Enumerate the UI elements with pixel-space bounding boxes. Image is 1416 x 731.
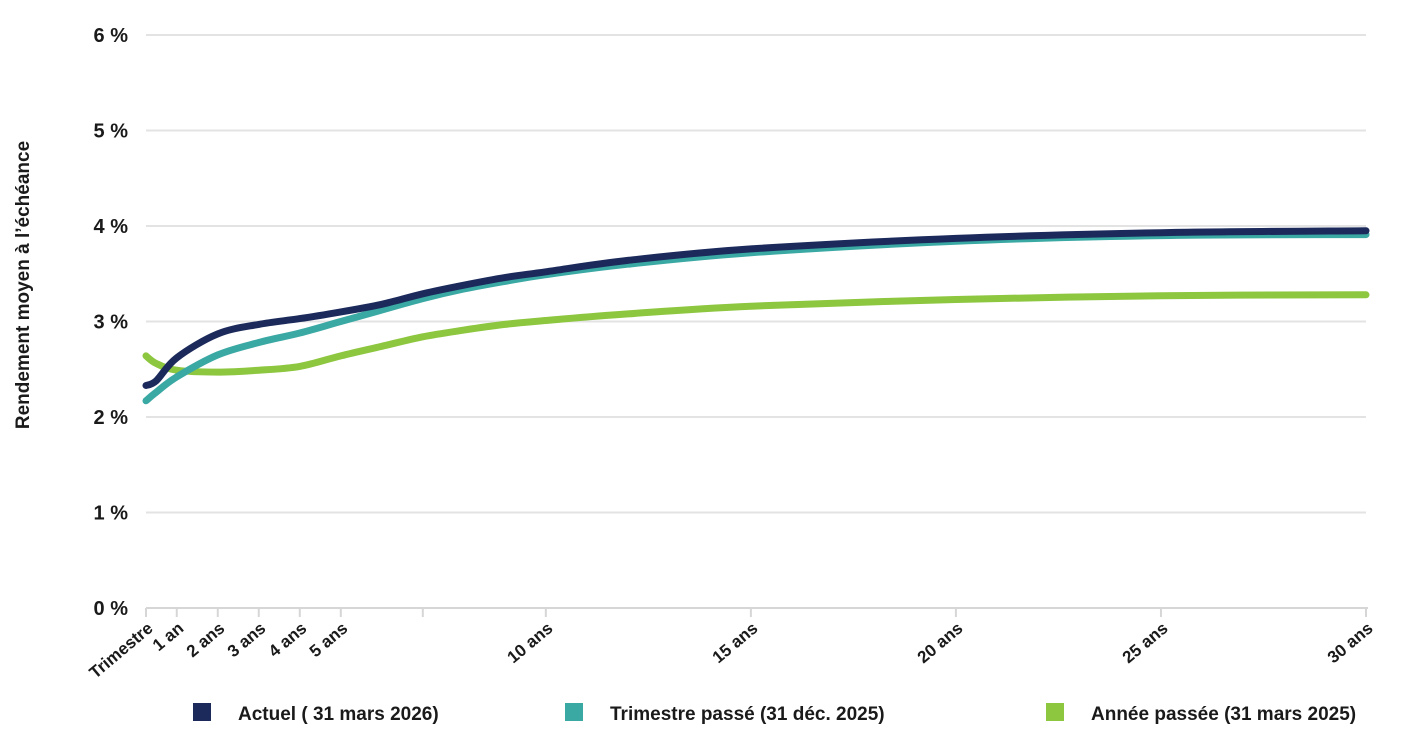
x-tick-label: Trimestre	[86, 619, 157, 683]
x-tick-label: 2 ans	[183, 619, 229, 662]
series-line-2	[142, 291, 1370, 376]
legend-swatch	[565, 703, 583, 721]
y-tick-label: 1 %	[94, 503, 129, 525]
x-tick-label: 3 ans	[224, 619, 270, 662]
x-tick-label: 5 ans	[306, 619, 352, 662]
y-axis-label: Rendement moyen à l’échéance	[13, 141, 34, 429]
x-tick-label: 4 ans	[265, 619, 311, 662]
legend-swatch	[1046, 703, 1064, 721]
x-tick-label: 30 ans	[1324, 619, 1377, 668]
legend-item: Année passée (31 mars 2025)	[1046, 703, 1356, 725]
y-tick-label: 6 %	[94, 25, 129, 47]
x-tick-label: 15 ans	[709, 619, 762, 668]
y-tick-label: 4 %	[94, 216, 129, 238]
legend-swatch	[193, 703, 211, 721]
series-line-0	[142, 227, 1370, 389]
y-tick-labels: 0 % 1 % 2 % 3 % 4 % 5 % 6 %	[94, 25, 129, 620]
x-tick-label: 25 ans	[1119, 619, 1172, 668]
x-tick-label: 10 ans	[504, 619, 557, 668]
legend-label: Actuel ( 31 mars 2026)	[238, 704, 439, 725]
legend-label: Trimestre passé (31 déc. 2025)	[610, 704, 885, 725]
x-tick-label: 1 an	[149, 619, 187, 655]
series-line-1	[142, 231, 1370, 405]
grid-lines	[146, 34, 1366, 514]
legend-item: Trimestre passé (31 déc. 2025)	[565, 703, 885, 725]
y-tick-label: 3 %	[94, 312, 129, 334]
series-lines	[142, 227, 1370, 405]
legend-label: Année passée (31 mars 2025)	[1091, 704, 1356, 725]
y-tick-label: 0 %	[94, 598, 129, 620]
legend: Actuel ( 31 mars 2026) Trimestre passé (3…	[193, 703, 1356, 725]
legend-item: Actuel ( 31 mars 2026)	[193, 703, 439, 725]
y-tick-label: 5 %	[94, 121, 129, 143]
x-tick-label: 20 ans	[914, 619, 967, 668]
y-tick-label: 2 %	[94, 407, 129, 429]
x-axis	[145, 607, 1368, 617]
